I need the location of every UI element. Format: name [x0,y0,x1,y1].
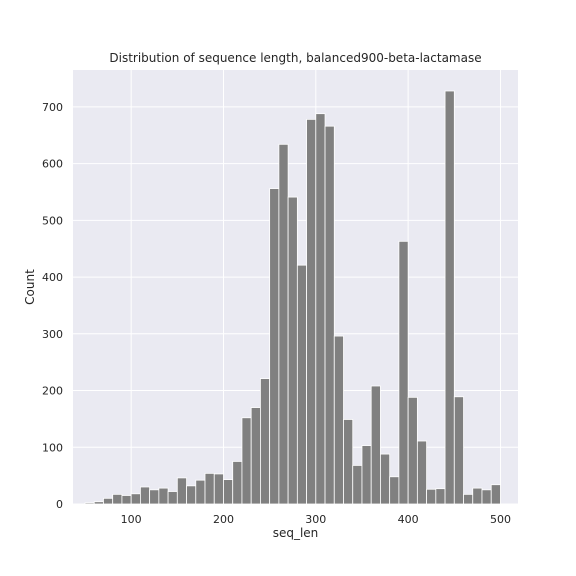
x-tick-label: 100 [121,513,142,526]
histogram-bar [93,501,104,505]
histogram-bar [463,493,474,505]
x-tick-labels: 100 200 300 400 500 [121,513,511,526]
x-tick-label: 200 [213,513,234,526]
y-tick-label: 300 [42,328,63,341]
histogram-bar [158,487,169,505]
histogram-bar [380,453,391,505]
histogram-bar [223,479,234,505]
histogram-bar [435,488,446,505]
x-tick-label: 400 [398,513,419,526]
histogram-bar [195,479,206,505]
histogram-bar [407,396,418,505]
histogram-bar [103,497,114,505]
bars [84,90,501,505]
histogram-bar [315,113,326,505]
histogram-bar [139,486,151,505]
histogram-bar [213,473,224,505]
y-tick-label: 0 [56,498,63,511]
histogram-bar [306,118,317,505]
histogram-bar [453,396,464,505]
histogram-bar [472,487,483,505]
x-tick-label: 500 [490,513,511,526]
histogram-bar [343,419,354,505]
histogram-bar [444,90,455,505]
y-tick-label: 100 [42,441,63,454]
histogram-bar [84,502,95,505]
histogram-bar [149,489,160,505]
histogram-bar [426,488,437,505]
histogram-bar [204,472,215,505]
x-axis-label: seq_len [273,526,319,540]
histogram-bar [352,465,363,505]
histogram-bar [416,440,427,505]
histogram-bar [130,493,141,505]
histogram-bar [186,485,197,505]
histogram-bar [333,335,344,505]
histogram-bar [121,495,132,505]
histogram-bar [296,264,307,505]
histogram-bar [287,196,298,505]
y-tick-label: 500 [42,214,63,227]
y-tick-label: 200 [42,385,63,398]
histogram-bar [167,491,178,505]
histogram-bar [389,476,400,505]
y-tick-label: 400 [42,271,63,284]
histogram-bar [361,445,372,505]
histogram-bar [241,417,252,505]
x-tick-label: 300 [305,513,326,526]
histogram-bar [370,385,381,505]
histogram-bar [398,240,409,505]
chart-title: Distribution of sequence length, balance… [109,51,481,65]
histogram-bar [232,461,243,505]
histogram-bar [260,378,271,505]
histogram-bar [176,477,187,505]
y-tick-labels: 0 100 200 300 400 500 600 700 [42,101,63,511]
y-axis-label: Count [23,269,37,305]
histogram-bar [481,489,492,505]
histogram-bar [490,484,501,505]
y-tick-label: 600 [42,158,63,171]
histogram-bar [250,407,261,505]
histogram-bar [324,125,335,505]
y-tick-label: 700 [42,101,63,114]
histogram-bar [112,493,123,505]
histogram-bar [278,143,289,505]
histogram-bar [269,188,280,505]
